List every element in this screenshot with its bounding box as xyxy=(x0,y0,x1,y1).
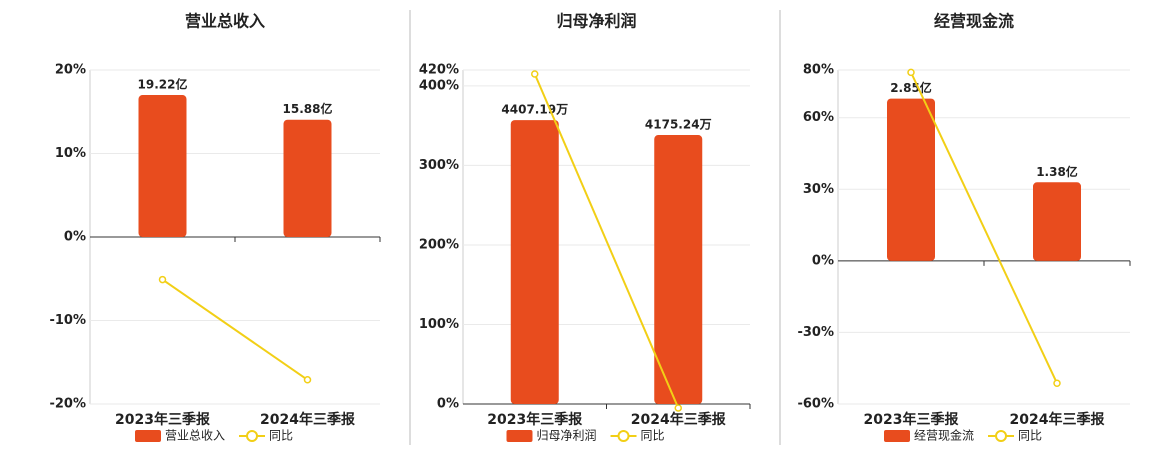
line-point xyxy=(531,70,539,78)
legend-label: 同比 xyxy=(641,429,665,443)
y-tick-label: -60% xyxy=(797,397,834,412)
y-tick-label: 0% xyxy=(64,230,86,245)
legend-swatch xyxy=(135,430,161,442)
x-tick-label: 2024年三季报 xyxy=(631,411,726,428)
bar xyxy=(654,135,703,404)
x-tick-label: 2024年三季报 xyxy=(1010,411,1105,428)
legend-label: 同比 xyxy=(1018,429,1042,443)
bar xyxy=(138,95,187,237)
bar-value-label: 19.22亿 xyxy=(138,77,188,92)
y-tick-label: 100% xyxy=(419,317,459,332)
x-tick-label: 2023年三季报 xyxy=(487,411,582,428)
bar-value-label: 4407.19万 xyxy=(501,103,568,117)
legend-swatch xyxy=(995,430,1008,442)
line-point xyxy=(158,275,167,284)
line-series xyxy=(533,73,680,409)
line-point xyxy=(674,404,682,412)
y-tick-label: 20% xyxy=(55,63,86,78)
y-tick-label: 300% xyxy=(419,158,459,173)
bar xyxy=(887,98,935,261)
y-tick-label: 60% xyxy=(803,110,834,125)
bar-value-label: 1.38亿 xyxy=(1036,164,1078,179)
y-tick-label: 0% xyxy=(812,253,834,268)
legend-swatch xyxy=(617,430,630,442)
chart-title: 营业总收入 xyxy=(185,12,265,31)
bar-value-label: 15.88亿 xyxy=(283,101,333,116)
chart-title: 归母净利润 xyxy=(556,12,636,31)
y-tick-label: -10% xyxy=(49,313,86,328)
bar-value-label: 4175.24万 xyxy=(645,118,712,132)
legend-label: 归母净利润 xyxy=(537,429,597,443)
legend-label: 经营现金流 xyxy=(914,428,974,443)
bar xyxy=(510,120,559,404)
y-tick-label: 30% xyxy=(803,182,834,197)
y-tick-label: -30% xyxy=(797,325,834,340)
bar xyxy=(283,119,332,237)
x-tick-label: 2023年三季报 xyxy=(115,411,210,428)
legend-swatch xyxy=(246,430,259,442)
line-point xyxy=(1053,379,1061,387)
legend-label: 营业总收入 xyxy=(165,429,225,443)
y-tick-label: -20% xyxy=(49,397,86,412)
y-tick-label: 10% xyxy=(55,146,86,161)
bar-value-label: 2.85亿 xyxy=(890,80,932,95)
line-series xyxy=(910,71,1058,384)
y-tick-label: 80% xyxy=(803,63,834,78)
legend-swatch xyxy=(506,430,533,442)
line-point xyxy=(303,376,312,384)
x-tick-label: 2024年三季报 xyxy=(260,411,355,428)
line-series xyxy=(161,278,309,381)
line-point xyxy=(907,68,915,77)
y-tick-label: 0% xyxy=(437,397,459,412)
legend-label: 同比 xyxy=(269,429,293,443)
x-tick-label: 2023年三季报 xyxy=(864,411,959,428)
y-tick-label: 420% xyxy=(419,63,459,78)
legend-swatch xyxy=(884,430,910,442)
chart-title: 经营现金流 xyxy=(934,12,1014,31)
y-tick-label: 200% xyxy=(419,237,459,252)
y-tick-label: 400% xyxy=(419,78,459,93)
bar xyxy=(1033,182,1081,261)
